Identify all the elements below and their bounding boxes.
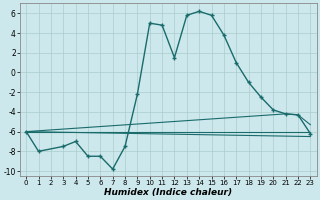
X-axis label: Humidex (Indice chaleur): Humidex (Indice chaleur) (104, 188, 232, 197)
